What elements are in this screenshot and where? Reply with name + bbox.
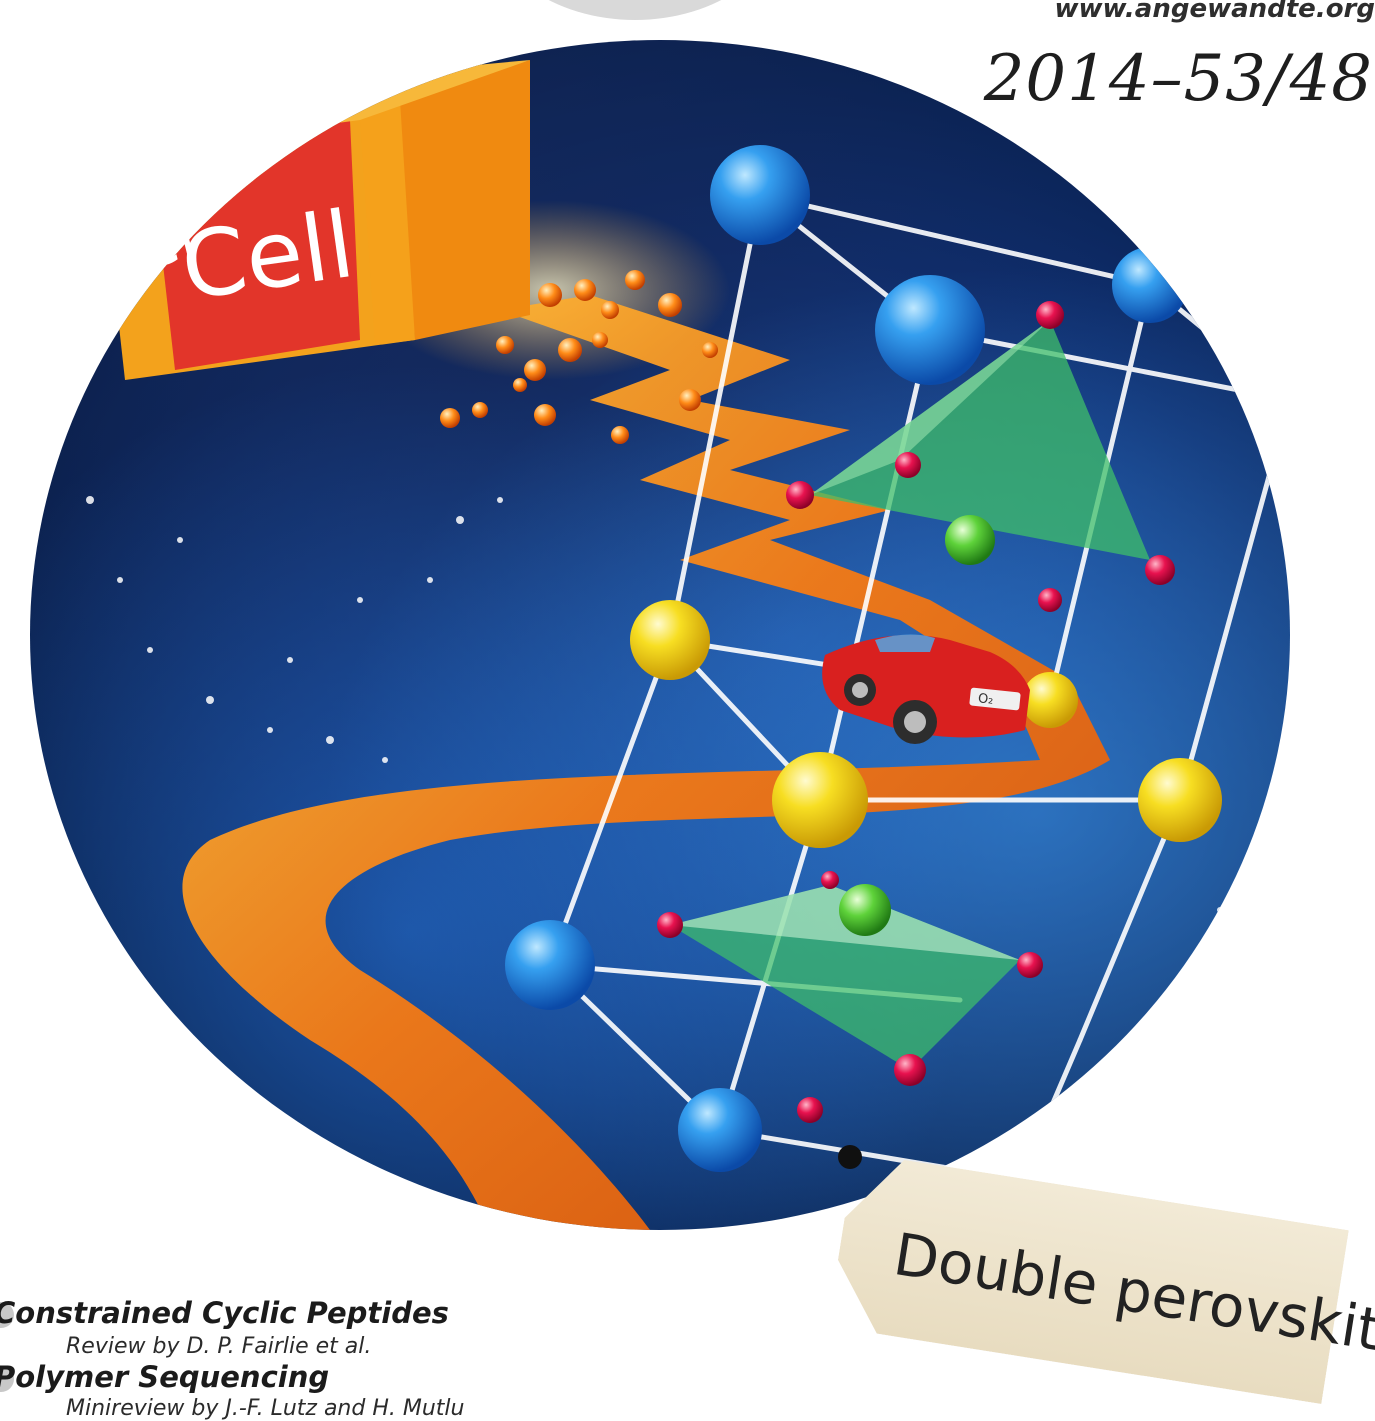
article-list: Constrained Cyclic Peptides Review by D.… — [0, 1296, 760, 1420]
article-title[interactable]: Constrained Cyclic Peptides — [0, 1296, 449, 1330]
article-title[interactable]: Polymer Sequencing — [0, 1360, 329, 1394]
article-byline: Minireview by J.-F. Lutz and H. Mutlu — [66, 1396, 464, 1421]
svg-text:O₂: O₂ — [977, 691, 994, 708]
journal-url[interactable]: www.angewandte.org — [1055, 0, 1375, 24]
article-byline: Review by D. P. Fairlie et al. — [66, 1334, 371, 1359]
header-decorative-circle — [485, 0, 785, 20]
tag-hole-icon — [838, 1145, 862, 1169]
